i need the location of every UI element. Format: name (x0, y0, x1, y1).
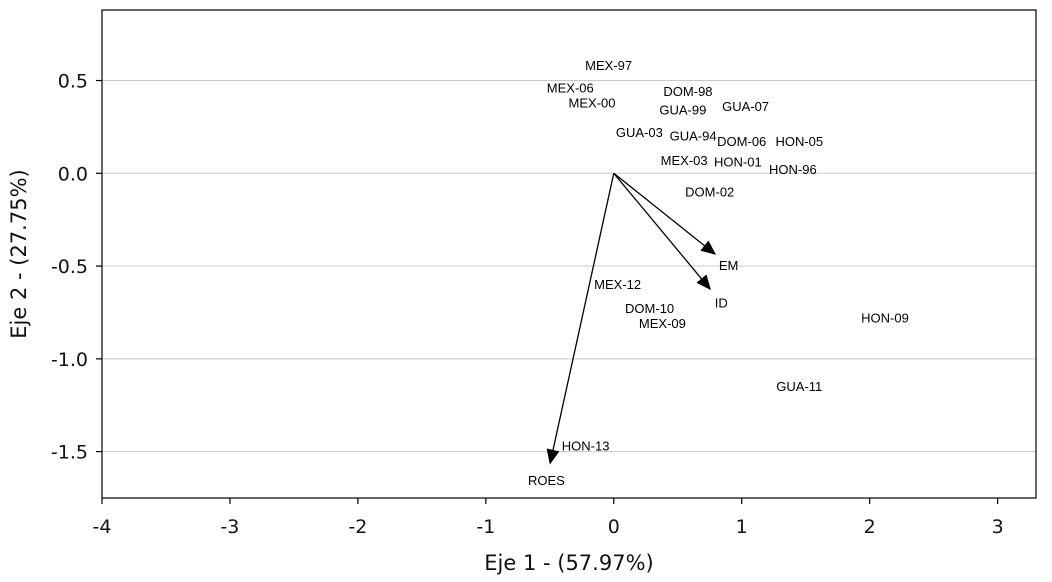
point-label: HON-96 (769, 162, 817, 177)
point-label: HON-13 (562, 439, 610, 454)
point-label: GUA-11 (776, 379, 822, 394)
point-label: DOM-10 (625, 301, 674, 316)
y-axis-title: Eje 2 - (27.75%) (7, 169, 31, 338)
point-label: DOM-98 (663, 84, 712, 99)
point-label: HON-05 (775, 134, 823, 149)
y-tick-label: -1.5 (51, 442, 88, 464)
vector-line (613, 172, 702, 280)
vector-label: ROES (528, 473, 565, 488)
vector-line (552, 173, 615, 451)
point-label: GUA-07 (722, 99, 769, 114)
point-label: MEX-97 (585, 58, 632, 73)
y-tick-label: 0.0 (58, 163, 88, 185)
vector-arrows: EM ID ROES (528, 172, 739, 488)
point-label: MEX-09 (639, 316, 686, 331)
x-tick-label: 2 (864, 516, 876, 538)
x-tick-label: -1 (476, 516, 495, 538)
point-label: HON-09 (861, 311, 909, 326)
y-tick-label: -1.0 (51, 349, 88, 371)
axis-ticks: 0.5 0.0 -0.5 -1.0 -1.5 -4 -3 -2 -1 0 1 2 3 (51, 71, 1004, 538)
point-label: HON-01 (714, 155, 762, 170)
x-tick-label: 1 (736, 516, 748, 538)
plot-frame (101, 9, 1037, 499)
x-tick-label: 3 (992, 516, 1004, 538)
vector-label: EM (719, 258, 739, 273)
point-label: DOM-02 (685, 184, 734, 199)
point-label: GUA-03 (616, 125, 663, 140)
vector-arrowhead (696, 274, 712, 291)
x-tick-label: 0 (608, 516, 620, 538)
vector-arrowhead (700, 240, 717, 255)
point-label: GUA-99 (659, 103, 706, 118)
point-label: MEX-00 (569, 95, 616, 110)
x-tick-label: -2 (348, 516, 367, 538)
point-label: MEX-12 (594, 277, 641, 292)
vector-label: ID (715, 295, 728, 310)
vector-arrowhead (546, 448, 560, 465)
x-tick-label: -3 (220, 516, 239, 538)
y-tick-label: -0.5 (51, 256, 88, 278)
point-label: DOM-06 (717, 134, 766, 149)
vector-line (613, 172, 705, 247)
point-label: MEX-06 (547, 80, 594, 95)
y-tick-label: 0.5 (58, 71, 88, 93)
point-label: MEX-03 (661, 153, 708, 168)
x-tick-label: -4 (93, 516, 112, 538)
x-axis-title: Eje 1 - (57.97%) (484, 551, 653, 575)
point-label: GUA-94 (670, 129, 717, 144)
grid-lines (102, 80, 1036, 453)
